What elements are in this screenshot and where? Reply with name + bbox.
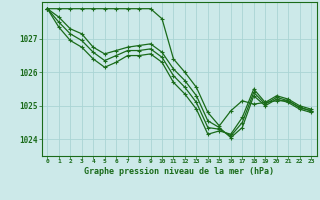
X-axis label: Graphe pression niveau de la mer (hPa): Graphe pression niveau de la mer (hPa) [84, 167, 274, 176]
